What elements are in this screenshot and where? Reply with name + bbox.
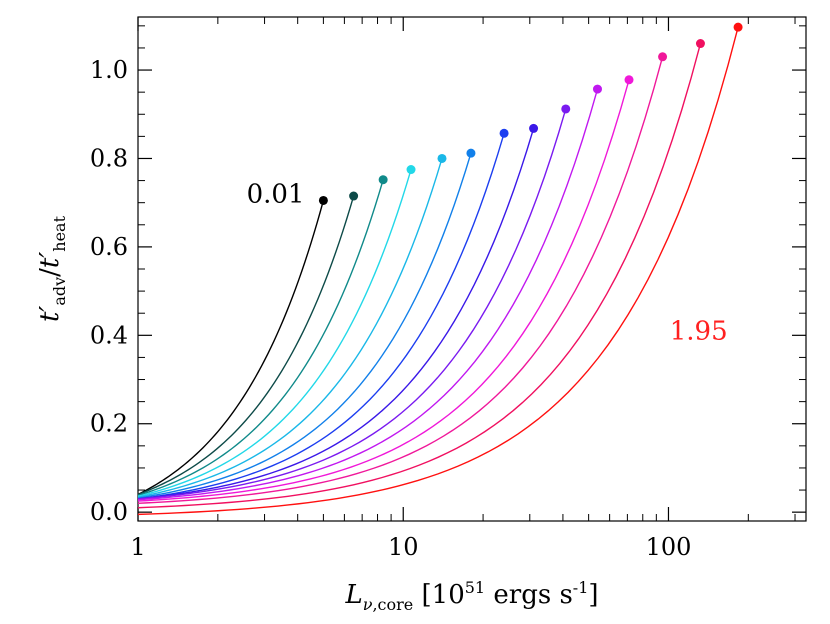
series-line (137, 128, 535, 500)
ticks (137, 17, 806, 521)
series-line (137, 88, 599, 501)
series-endpoint (349, 191, 359, 201)
y-tick-label: 0.6 (90, 233, 128, 261)
series-endpoint (499, 128, 509, 138)
series-endpoint (406, 165, 416, 175)
series-endpoint (658, 52, 668, 62)
x-axis-label: Lν,core [1051 ergs s-1] (344, 578, 598, 614)
series-endpoint (624, 75, 634, 85)
series-endpoint (437, 153, 447, 163)
series-line (137, 133, 505, 500)
series-line (137, 79, 630, 502)
series-line (137, 195, 355, 496)
series-endpoint (318, 195, 328, 205)
annotation: 0.01 (247, 180, 305, 210)
endpoints (318, 22, 743, 205)
series-endpoint (592, 84, 602, 94)
series-line (137, 169, 412, 497)
y-axis-label: t′adv/t′heat (35, 215, 69, 322)
annotation: 1.95 (670, 317, 728, 347)
x-tick-label: 10 (388, 533, 419, 561)
y-tick-label: 0.2 (90, 410, 128, 438)
series-line (137, 179, 384, 497)
series-line (137, 26, 739, 516)
y-tick-label: 1.0 (90, 56, 128, 84)
series-endpoint (529, 123, 539, 133)
y-tick-label: 0.4 (90, 321, 128, 349)
series-line (137, 43, 702, 509)
series-line (137, 158, 443, 498)
series-endpoint (466, 148, 476, 158)
series-line (137, 108, 567, 500)
series-endpoint (733, 22, 743, 32)
x-tick-label: 100 (646, 533, 692, 561)
tick-labels: 1 10 100 0.0 0.2 0.4 0.6 0.8 1.0 (90, 56, 692, 561)
series-line (137, 200, 325, 496)
series-endpoint (695, 39, 705, 49)
series-endpoint (378, 175, 388, 185)
series-endpoint (561, 104, 571, 114)
x-tick-label: 1 (130, 533, 145, 561)
series-line (137, 56, 664, 505)
plot-frame (137, 16, 807, 522)
annotations: 0.01 1.95 (247, 180, 728, 347)
y-tick-label: 0.0 (90, 498, 128, 526)
y-tick-label: 0.8 (90, 144, 128, 172)
series-line (137, 152, 472, 499)
curves (137, 26, 739, 516)
